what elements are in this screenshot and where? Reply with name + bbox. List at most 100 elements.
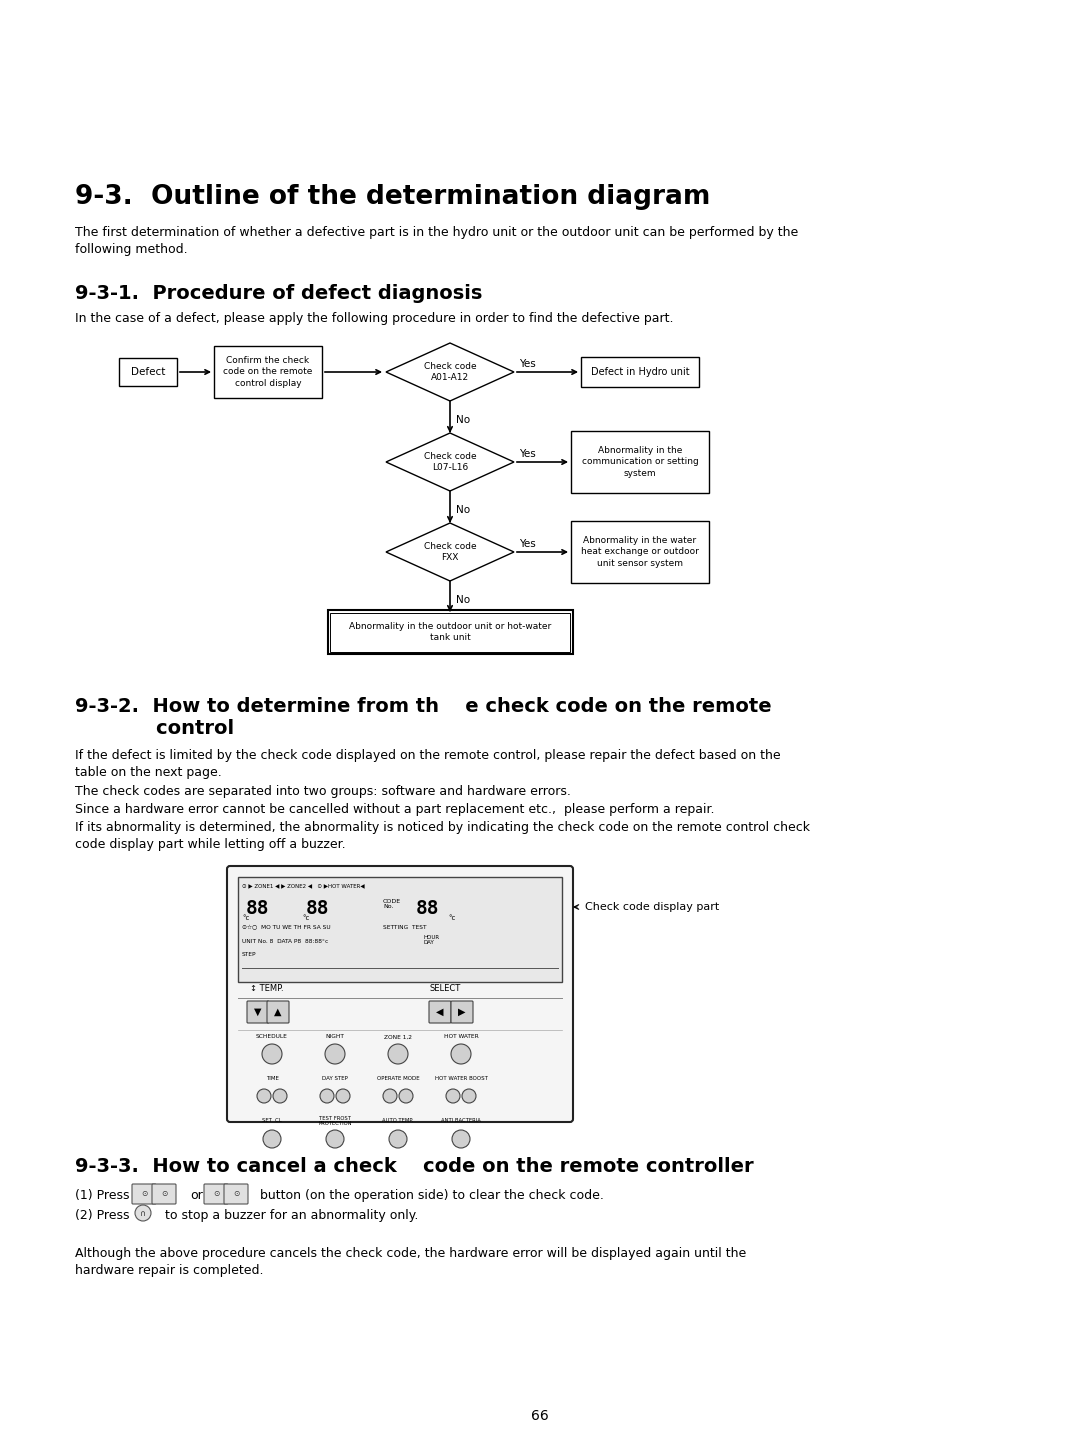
Text: Defect in Hydro unit: Defect in Hydro unit <box>591 366 689 377</box>
Polygon shape <box>386 433 514 491</box>
FancyBboxPatch shape <box>429 1000 451 1024</box>
Circle shape <box>264 1130 281 1149</box>
Circle shape <box>451 1044 471 1064</box>
Text: ANTI BACTERIA: ANTI BACTERIA <box>441 1118 481 1124</box>
Text: ◀: ◀ <box>436 1008 444 1016</box>
Text: °c: °c <box>242 915 249 920</box>
Text: ⊙ ▶ ZONE1 ◀ ▶ ZONE2 ◀   ⊙ ▶HOT WATER◀: ⊙ ▶ ZONE1 ◀ ▶ ZONE2 ◀ ⊙ ▶HOT WATER◀ <box>242 883 365 888</box>
Bar <box>327 611 572 654</box>
Text: DAY STEP: DAY STEP <box>322 1076 348 1082</box>
Circle shape <box>326 1130 345 1149</box>
Bar <box>119 358 177 385</box>
FancyBboxPatch shape <box>267 1000 289 1024</box>
FancyBboxPatch shape <box>227 867 573 1122</box>
Text: or: or <box>190 1189 203 1202</box>
Text: (1) Press: (1) Press <box>75 1189 130 1202</box>
Text: In the case of a defect, please apply the following procedure in order to find t: In the case of a defect, please apply th… <box>75 313 674 326</box>
Circle shape <box>462 1089 476 1104</box>
Text: 9-3-2.  How to determine from th  e check code on the remote
            control: 9-3-2. How to determine from th e check … <box>75 696 771 739</box>
Text: ZONE 1,2: ZONE 1,2 <box>384 1034 411 1040</box>
Text: HOUR
DAY: HOUR DAY <box>423 935 440 945</box>
Polygon shape <box>386 343 514 401</box>
Text: SCHEDULE: SCHEDULE <box>256 1034 288 1040</box>
Text: Abnormality in the outdoor unit or hot-water
tank unit: Abnormality in the outdoor unit or hot-w… <box>349 622 551 643</box>
Text: Yes: Yes <box>519 449 536 459</box>
Text: ⊙: ⊙ <box>233 1188 239 1198</box>
FancyBboxPatch shape <box>152 1184 176 1204</box>
Text: STEP: STEP <box>242 952 257 957</box>
Circle shape <box>389 1130 407 1149</box>
Text: HOT WATER BOOST: HOT WATER BOOST <box>434 1076 487 1082</box>
Circle shape <box>399 1089 413 1104</box>
Polygon shape <box>386 523 514 582</box>
Text: If the defect is limited by the check code displayed on the remote control, plea: If the defect is limited by the check co… <box>75 749 781 779</box>
Bar <box>581 358 699 387</box>
Text: 9-3-1.  Procedure of defect diagnosis: 9-3-1. Procedure of defect diagnosis <box>75 284 483 302</box>
Text: ⊙: ⊙ <box>161 1188 167 1198</box>
Text: 66: 66 <box>531 1409 549 1423</box>
Text: CODE
No.: CODE No. <box>383 899 401 909</box>
Circle shape <box>273 1089 287 1104</box>
Text: ▲: ▲ <box>274 1008 282 1016</box>
Text: NIGHT: NIGHT <box>325 1034 345 1040</box>
Bar <box>330 612 570 651</box>
Text: Abnormality in the water
heat exchange or outdoor
unit sensor system: Abnormality in the water heat exchange o… <box>581 537 699 567</box>
Text: Yes: Yes <box>519 539 536 550</box>
FancyBboxPatch shape <box>247 1000 269 1024</box>
Text: OPERATE MODE: OPERATE MODE <box>377 1076 419 1082</box>
Text: °c: °c <box>302 915 309 920</box>
Text: ↕ TEMP.: ↕ TEMP. <box>249 984 284 993</box>
Text: Defect: Defect <box>131 366 165 377</box>
Text: SELECT: SELECT <box>430 984 461 993</box>
Text: The check codes are separated into two groups: software and hardware errors.: The check codes are separated into two g… <box>75 785 571 798</box>
FancyBboxPatch shape <box>204 1184 228 1204</box>
Circle shape <box>262 1044 282 1064</box>
Text: No: No <box>456 414 470 425</box>
Text: 88: 88 <box>246 899 270 917</box>
Text: Abnormality in the
communication or setting
system: Abnormality in the communication or sett… <box>582 446 699 477</box>
Text: HOT WATER: HOT WATER <box>444 1034 478 1040</box>
Bar <box>214 346 322 398</box>
Circle shape <box>388 1044 408 1064</box>
Text: 88: 88 <box>416 899 440 917</box>
Text: 9-3-3.  How to cancel a check  code on the remote controller: 9-3-3. How to cancel a check code on the… <box>75 1157 754 1176</box>
FancyBboxPatch shape <box>132 1184 156 1204</box>
Text: button (on the operation side) to clear the check code.: button (on the operation side) to clear … <box>260 1189 604 1202</box>
Text: TEST FROST
PROTECTION: TEST FROST PROTECTION <box>319 1115 352 1127</box>
Text: TIME: TIME <box>266 1076 279 1082</box>
Text: (2) Press: (2) Press <box>75 1208 130 1221</box>
Text: ∩: ∩ <box>140 1208 146 1217</box>
Bar <box>571 430 708 493</box>
Text: °c: °c <box>448 915 456 920</box>
FancyBboxPatch shape <box>224 1184 248 1204</box>
Text: Check code
L07-L16: Check code L07-L16 <box>423 452 476 473</box>
Text: ⊙: ⊙ <box>140 1188 147 1198</box>
Text: Since a hardware error cannot be cancelled without a part replacement etc.,  ple: Since a hardware error cannot be cancell… <box>75 803 715 816</box>
Text: UNIT No. 8  DATA P8  88:88°c: UNIT No. 8 DATA P8 88:88°c <box>242 939 328 944</box>
Text: 88: 88 <box>306 899 329 917</box>
Text: ▼: ▼ <box>254 1008 261 1016</box>
Circle shape <box>453 1130 470 1149</box>
Circle shape <box>336 1089 350 1104</box>
Text: ⊙☆○  MO TU WE TH FR SA SU: ⊙☆○ MO TU WE TH FR SA SU <box>242 925 330 931</box>
Text: Yes: Yes <box>519 359 536 369</box>
Circle shape <box>446 1089 460 1104</box>
Text: ⊙: ⊙ <box>213 1188 219 1198</box>
Text: to stop a buzzer for an abnormality only.: to stop a buzzer for an abnormality only… <box>165 1208 418 1221</box>
Text: If its abnormality is determined, the abnormality is noticed by indicating the c: If its abnormality is determined, the ab… <box>75 822 810 851</box>
Text: Although the above procedure cancels the check code, the hardware error will be : Although the above procedure cancels the… <box>75 1248 746 1277</box>
Circle shape <box>383 1089 397 1104</box>
Text: 9-3.  Outline of the determination diagram: 9-3. Outline of the determination diagra… <box>75 185 711 209</box>
Text: Check code
A01-A12: Check code A01-A12 <box>423 362 476 382</box>
Bar <box>571 521 708 583</box>
Text: The first determination of whether a defective part is in the hydro unit or the : The first determination of whether a def… <box>75 225 798 256</box>
Circle shape <box>325 1044 345 1064</box>
Circle shape <box>320 1089 334 1104</box>
Bar <box>238 877 562 981</box>
Text: Check code display part: Check code display part <box>585 901 719 912</box>
Text: Check code
FXX: Check code FXX <box>423 542 476 563</box>
Circle shape <box>135 1205 151 1221</box>
Text: ▶: ▶ <box>458 1008 465 1016</box>
FancyBboxPatch shape <box>451 1000 473 1024</box>
Text: No: No <box>456 595 470 605</box>
